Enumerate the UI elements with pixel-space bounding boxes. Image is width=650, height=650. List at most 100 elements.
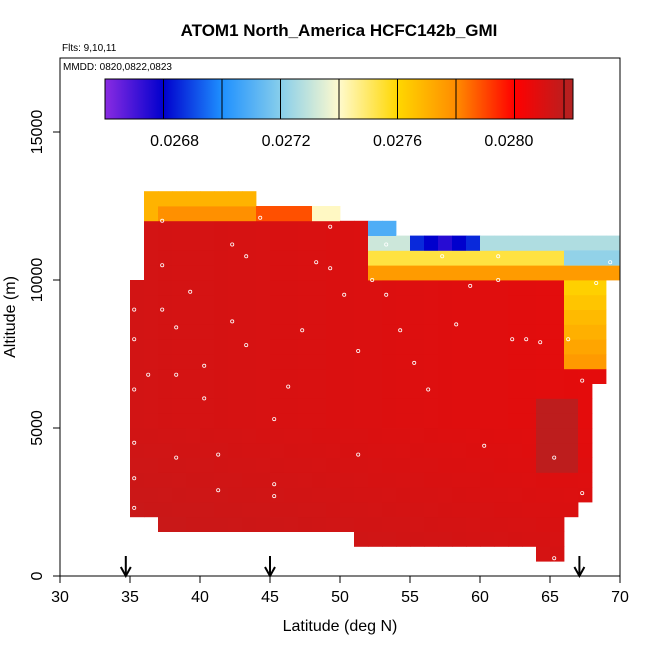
heatmap-cell	[284, 368, 299, 384]
x-tick-label: 35	[121, 589, 139, 606]
heatmap-cell	[480, 457, 495, 473]
heatmap-cell	[284, 294, 299, 310]
heatmap-cell	[564, 265, 579, 281]
heatmap-cell	[312, 487, 327, 503]
heatmap-cell	[200, 280, 215, 296]
heatmap-cell	[578, 442, 593, 458]
heatmap-cell	[382, 516, 397, 532]
heatmap-cell	[508, 487, 523, 503]
heatmap-cell	[396, 457, 411, 473]
heatmap-cell	[480, 502, 495, 518]
heatmap-cell	[494, 309, 509, 325]
heatmap-cell	[564, 354, 579, 370]
heatmap-cell	[438, 516, 453, 532]
flight-track-marker	[132, 440, 137, 445]
heatmap-cell	[284, 516, 299, 532]
heatmap-cell	[326, 428, 341, 444]
heatmap-cell	[298, 413, 313, 429]
heatmap-cell	[410, 280, 425, 296]
heatmap-cell	[284, 383, 299, 399]
heatmap-cell	[256, 383, 271, 399]
heatmap-cell	[564, 339, 579, 355]
heatmap-cell	[578, 354, 593, 370]
heatmap-cell	[508, 457, 523, 473]
heatmap-cell	[606, 250, 621, 266]
heatmap-cell	[494, 442, 509, 458]
heatmap-cell	[340, 235, 355, 251]
heatmap-cell	[494, 428, 509, 444]
heatmap-cell	[200, 309, 215, 325]
heatmap-cell	[368, 457, 383, 473]
heatmap-cell	[270, 428, 285, 444]
heatmap-cell	[410, 428, 425, 444]
heatmap-cell	[326, 472, 341, 488]
heatmap-cell	[480, 294, 495, 310]
heatmap-cell	[144, 309, 159, 325]
flight-track-marker	[468, 283, 473, 288]
heatmap-cell	[242, 220, 257, 236]
heatmap-cell	[298, 428, 313, 444]
heatmap-cell	[452, 428, 467, 444]
heatmap-cell	[592, 324, 607, 340]
x-tick-label: 40	[191, 589, 209, 606]
heatmap-cell	[382, 398, 397, 414]
heatmap-cell	[312, 265, 327, 281]
heatmap-cell	[382, 265, 397, 281]
heatmap-cell	[578, 398, 593, 414]
x-tick-label: 30	[51, 589, 69, 606]
heatmap-cell	[186, 235, 201, 251]
heatmap-cell	[144, 339, 159, 355]
heatmap-cell	[578, 487, 593, 503]
heatmap-cell	[508, 472, 523, 488]
heatmap-cell	[284, 250, 299, 266]
flight-track-marker	[272, 494, 277, 499]
heatmap-cell	[354, 472, 369, 488]
heatmap-cell	[410, 368, 425, 384]
heatmap-cell	[564, 324, 579, 340]
y-axis: 0 5000 10000 15000	[29, 110, 60, 580]
heatmap-cell	[564, 502, 579, 518]
heatmap-cell	[242, 442, 257, 458]
heatmap-cell	[438, 294, 453, 310]
heatmap-cell	[340, 339, 355, 355]
heatmap-cell	[494, 354, 509, 370]
flights-label: Flts: 9,10,11	[62, 43, 117, 54]
heatmap-cell	[522, 309, 537, 325]
heatmap-cell	[284, 472, 299, 488]
heatmap-cell	[592, 309, 607, 325]
heatmap-cell	[256, 250, 271, 266]
heatmap-cell	[368, 516, 383, 532]
heatmap-cell	[158, 398, 173, 414]
heatmap-cell	[242, 339, 257, 355]
heatmap-cell	[410, 383, 425, 399]
heatmap-cell	[522, 457, 537, 473]
heatmap-cell	[508, 354, 523, 370]
heatmap-cell	[312, 309, 327, 325]
heatmap-cell	[228, 309, 243, 325]
heatmap-cell	[144, 206, 159, 222]
heatmap-cell	[480, 339, 495, 355]
heatmap-cell	[536, 531, 551, 547]
heatmap-cell	[368, 531, 383, 547]
heatmap-cell	[270, 220, 285, 236]
heatmap-cell	[508, 324, 523, 340]
heatmap-cell	[424, 354, 439, 370]
heatmap-cell	[326, 354, 341, 370]
heatmap-cell	[494, 250, 509, 266]
heatmap-cell	[228, 457, 243, 473]
heatmap-cell	[578, 383, 593, 399]
heatmap-cell	[130, 442, 145, 458]
heatmap-cell	[200, 516, 215, 532]
heatmap-cell	[214, 516, 229, 532]
heatmap-cell	[312, 339, 327, 355]
heatmap-cell	[158, 383, 173, 399]
heatmap-cell	[368, 472, 383, 488]
heatmap-cell	[354, 487, 369, 503]
y-axis-label: Altitude (m)	[2, 276, 19, 358]
heatmap-cell	[130, 324, 145, 340]
heatmap-cell	[508, 309, 523, 325]
heatmap-cell	[228, 339, 243, 355]
heatmap-cell	[186, 428, 201, 444]
heatmap-cell	[186, 250, 201, 266]
heatmap-cell	[326, 294, 341, 310]
